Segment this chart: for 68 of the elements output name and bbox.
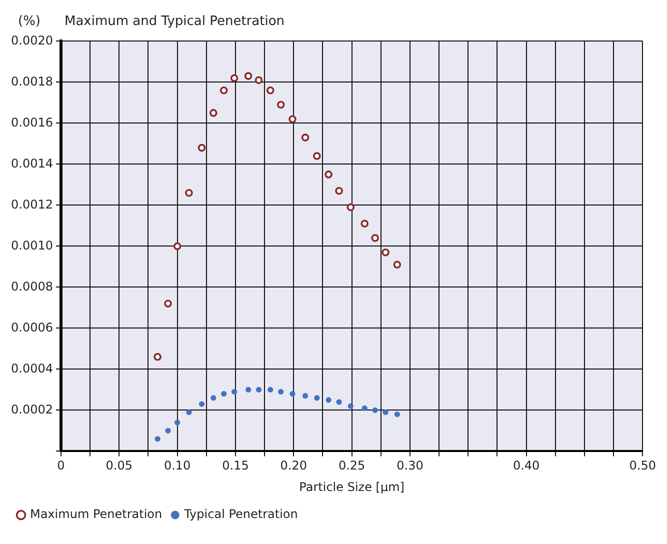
point <box>173 242 182 250</box>
point <box>164 300 172 308</box>
point <box>326 397 332 403</box>
point <box>393 260 402 269</box>
point <box>394 412 400 418</box>
point <box>302 393 308 399</box>
point <box>198 401 205 407</box>
point <box>244 72 252 80</box>
y-tick-label: 0.0018 <box>10 74 53 88</box>
point <box>362 405 368 411</box>
point <box>174 420 180 426</box>
y-tick-label: 0.0002 <box>10 402 53 416</box>
point <box>288 115 296 123</box>
point <box>346 203 355 212</box>
point <box>372 407 378 413</box>
x-tick-label: 0.05 <box>106 458 133 473</box>
x-tick-label: 0 <box>57 458 65 473</box>
point <box>278 388 284 395</box>
chart-title: Maximum and Typical Penetration <box>64 14 285 29</box>
point <box>314 395 320 401</box>
x-tick-label: 0.30 <box>396 458 424 473</box>
y-axis-title: (%) <box>18 14 40 29</box>
point <box>324 170 332 178</box>
y-tick-label: 0.0010 <box>10 238 53 252</box>
point <box>382 409 388 416</box>
x-tick-label: 0.50 <box>629 458 656 473</box>
y-tick-label: 0.0014 <box>10 156 53 170</box>
y-tick-label: 0.0016 <box>10 115 53 130</box>
y-tick-label: 0.0004 <box>10 361 53 376</box>
point <box>232 388 238 395</box>
point <box>335 186 343 195</box>
point <box>154 353 162 361</box>
point <box>313 152 321 160</box>
point <box>268 386 274 392</box>
point <box>209 109 218 117</box>
point <box>210 395 216 401</box>
y-tick-label: 0.0012 <box>10 197 53 212</box>
point <box>230 74 238 82</box>
point <box>254 76 263 84</box>
y-tick-label: 0.0020 <box>10 33 53 48</box>
x-tick-label: 0.40 <box>512 458 540 473</box>
x-tick-label: 0.25 <box>338 458 366 473</box>
point <box>336 399 342 405</box>
point <box>245 386 252 392</box>
point <box>290 391 296 397</box>
point <box>348 403 354 409</box>
point <box>276 100 285 109</box>
y-tick-label: 0.0008 <box>10 279 53 294</box>
x-tick-label: 0.10 <box>164 458 191 473</box>
point <box>382 248 390 256</box>
point <box>185 189 193 197</box>
legend-label: Maximum Penetration <box>30 507 162 522</box>
point <box>198 144 206 152</box>
point <box>186 409 192 416</box>
legend-label: Typical Penetration <box>183 507 298 522</box>
point <box>256 386 262 392</box>
point <box>221 391 227 397</box>
point <box>301 134 310 142</box>
point <box>220 86 228 94</box>
point <box>154 436 160 442</box>
point <box>371 234 379 242</box>
x-axis-title: Particle Size [μm] <box>299 480 404 494</box>
x-tick-label: 0.15 <box>222 458 249 473</box>
y-tick-label: 0.0006 <box>10 320 53 334</box>
point <box>266 86 274 94</box>
point <box>165 428 171 434</box>
x-tick-label: 0.20 <box>280 458 308 473</box>
point <box>360 220 369 228</box>
